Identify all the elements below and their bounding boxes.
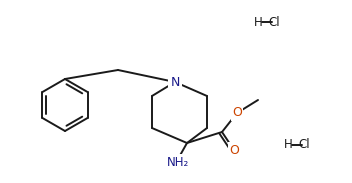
Text: O: O <box>232 107 242 119</box>
Text: Cl: Cl <box>268 16 280 29</box>
Text: NH₂: NH₂ <box>167 156 189 169</box>
Text: Cl: Cl <box>298 139 310 152</box>
Text: H: H <box>284 139 293 152</box>
Text: O: O <box>229 143 239 156</box>
Text: H: H <box>254 16 262 29</box>
Text: N: N <box>170 76 180 89</box>
